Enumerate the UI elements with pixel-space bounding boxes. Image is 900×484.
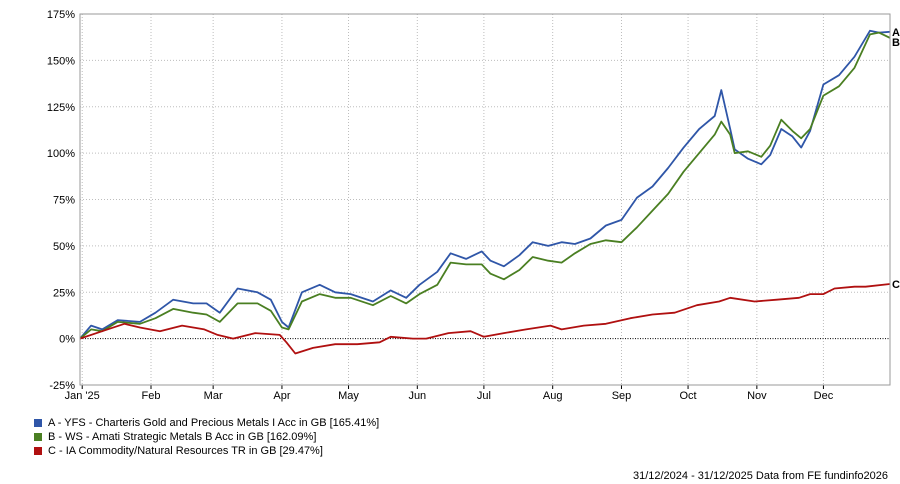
x-tick-label: Jan '25 bbox=[65, 390, 100, 402]
y-tick-label: 125% bbox=[47, 102, 75, 114]
legend-item-c: C - IA Commodity/Natural Resources TR in… bbox=[34, 444, 379, 458]
series-line-a bbox=[79, 29, 891, 340]
end-label-b: B bbox=[892, 37, 900, 49]
x-tick-label: Apr bbox=[273, 390, 290, 402]
series-line-b bbox=[79, 31, 891, 340]
legend-label-c: C - IA Commodity/Natural Resources TR in… bbox=[48, 445, 323, 457]
legend-swatch-a bbox=[34, 419, 42, 427]
x-tick-label: Nov bbox=[747, 390, 767, 402]
y-tick-label: 25% bbox=[53, 287, 75, 299]
footer-credit: 31/12/2024 - 31/12/2025 Data from FE fun… bbox=[633, 470, 888, 482]
legend-swatch-b bbox=[34, 433, 42, 441]
footer-date-range: 31/12/2024 - 31/12/2025 bbox=[632, 470, 753, 482]
legend-item-b: B - WS - Amati Strategic Metals B Acc in… bbox=[34, 430, 379, 444]
plot-frame bbox=[79, 13, 891, 386]
legend-label-b: B - WS - Amati Strategic Metals B Acc in… bbox=[48, 431, 317, 443]
legend-label-a: A - YFS - Charteris Gold and Precious Me… bbox=[48, 417, 380, 429]
line-chart: -25% 0% 25% 50% 75% 100% 125% 150% 175% Jan '25 F… bbox=[47, 9, 900, 402]
y-tick-label: 0% bbox=[59, 334, 75, 346]
x-tick-label: Jul bbox=[477, 390, 491, 402]
y-tick-label: 175% bbox=[47, 9, 75, 21]
y-tick-label: -25% bbox=[49, 380, 75, 392]
y-tick-label: 50% bbox=[53, 241, 75, 253]
x-tick-label: Oct bbox=[679, 390, 696, 402]
x-tick-label: Dec bbox=[814, 390, 834, 402]
series-end-labels: AB C bbox=[892, 27, 900, 291]
legend-swatch-c bbox=[34, 447, 42, 455]
x-tick-label: Sep bbox=[612, 390, 632, 402]
x-tick-label: May bbox=[338, 390, 359, 402]
series-line-c bbox=[79, 283, 891, 355]
x-tick-label: Aug bbox=[543, 390, 563, 402]
series-lines bbox=[79, 29, 891, 355]
y-axis-tick-labels: -25% 0% 25% 50% 75% 100% 125% 150% 175% bbox=[47, 9, 75, 392]
x-axis-tick-labels: Jan '25 Feb Mar Apr May Jun Jul Aug Sep Oct Nov Dec bbox=[65, 385, 834, 402]
x-tick-label: Feb bbox=[142, 390, 161, 402]
gridlines bbox=[80, 14, 890, 385]
y-tick-label: 75% bbox=[53, 195, 75, 207]
end-label-c: C bbox=[892, 279, 900, 291]
legend: A - YFS - Charteris Gold and Precious Me… bbox=[34, 416, 379, 458]
end-label-a: A bbox=[892, 27, 900, 39]
x-tick-label: Mar bbox=[204, 390, 223, 402]
y-tick-label: 150% bbox=[47, 55, 75, 67]
footer-source: Data from FE fundinfo2026 bbox=[755, 470, 888, 482]
y-tick-label: 100% bbox=[47, 148, 75, 160]
x-tick-label: Jun bbox=[408, 390, 426, 402]
legend-item-a: A - YFS - Charteris Gold and Precious Me… bbox=[34, 416, 379, 430]
